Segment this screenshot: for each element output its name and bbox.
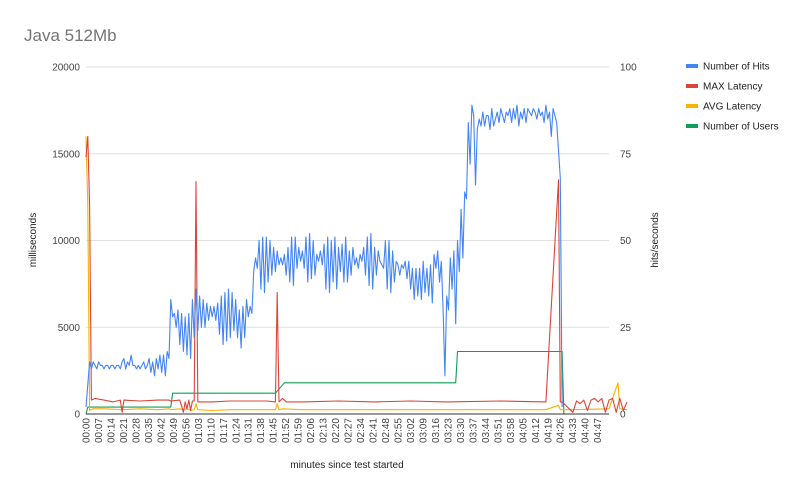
x-tick-label: 04:05 [518,418,529,443]
legend-swatch [686,64,698,68]
y-tick-left: 10000 [52,236,80,247]
y-tick-left: 15000 [52,149,80,160]
y-tick-left: 20000 [52,63,80,74]
series-lines [85,104,628,415]
x-tick-label: 04:40 [581,418,592,443]
y-axis-label-right: hits/seconds [650,212,661,268]
x-tick-label: 00:35 [144,418,155,443]
x-tick-label: 04:19 [543,418,554,443]
x-tick-label: 03:30 [456,418,467,443]
y-tick-right: 0 [620,410,626,421]
x-tick-label: 01:52 [281,418,292,443]
gridlines [86,66,609,328]
y-tick-right: 25 [620,323,632,334]
x-tick-label: 03:58 [506,418,517,443]
series-line-max-latency [85,135,628,413]
x-tick-label: 04:12 [531,418,542,443]
x-tick-label: 01:17 [219,418,230,443]
x-tick-label: 03:23 [443,418,454,443]
x-tick-label: 03:09 [418,418,429,443]
legend-swatch [686,104,698,108]
chart-title: Java 512Mb [24,26,117,45]
x-tick-label: 00:00 [82,418,93,443]
x-tick-label: 03:02 [406,418,417,443]
y-axis-label-left: milliseconds [28,213,39,267]
series-line-number-of-hits [85,104,563,408]
x-tick-label: 03:16 [431,418,442,443]
y-tick-left: 0 [74,410,80,421]
x-tick-label: 02:20 [331,418,342,443]
series-line-avg-latency [85,136,628,412]
x-tick-label: 00:42 [156,418,167,443]
x-tick-label: 00:21 [119,418,130,443]
y-tick-right: 50 [620,236,632,247]
x-tick-label: 04:47 [593,418,604,443]
x-tick-label: 03:51 [493,418,504,443]
x-tick-label: 01:10 [206,418,217,443]
x-tick-label: 03:44 [481,418,492,443]
legend-label: Number of Hits [703,62,770,73]
x-tick-label: 00:28 [131,418,142,443]
y-tick-right: 75 [620,149,632,160]
x-tick-label: 01:03 [194,418,205,443]
x-tick-label: 01:24 [231,418,242,443]
x-tick-label: 02:34 [356,418,367,443]
x-tick-label: 02:06 [306,418,317,443]
x-axis-label: minutes since test started [290,460,403,471]
x-tick-label: 04:33 [568,418,579,443]
legend-label: MAX Latency [703,82,762,93]
left-axis-ticks: 0 5000 10000 15000 20000 [52,63,80,421]
x-axis-ticks: 00:00 00:07 00:14 00:21 00:28 00:35 00:42 00:49… [82,418,605,443]
legend-swatch [686,124,698,128]
x-tick-label: 01:38 [256,418,267,443]
x-tick-label: 00:49 [169,418,180,443]
x-tick-label: 00:07 [94,418,105,443]
legend-label: AVG Latency [703,102,761,113]
x-tick-label: 01:31 [244,418,255,443]
legend: Number of Hits MAX Latency AVG Latency Numb… [686,62,779,133]
legend-swatch [686,84,698,88]
y-tick-right: 100 [620,63,637,74]
x-tick-label: 00:14 [106,418,117,443]
y-tick-left: 5000 [58,323,81,334]
x-tick-label: 02:48 [381,418,392,443]
x-tick-label: 03:37 [468,418,479,443]
x-tick-label: 02:27 [344,418,355,443]
x-tick-label: 01:59 [294,418,305,443]
legend-label: Number of Users [703,122,779,133]
x-tick-label: 02:13 [319,418,330,443]
x-tick-label: 01:45 [269,418,280,443]
series-line-number-of-users [85,350,565,415]
right-axis-ticks: 0 25 50 75 100 [620,63,637,421]
x-tick-label: 04:26 [556,418,567,443]
x-tick-label: 02:55 [394,418,405,443]
x-tick-label: 00:56 [181,418,192,443]
x-tick-label: 02:41 [369,418,380,443]
